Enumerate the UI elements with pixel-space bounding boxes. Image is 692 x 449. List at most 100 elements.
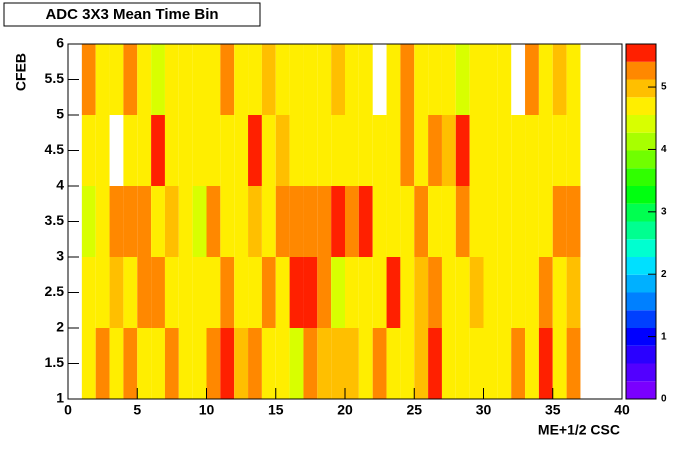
colorbar-step xyxy=(626,221,656,240)
colorbar-step xyxy=(626,150,656,169)
cell xyxy=(303,115,318,186)
cell xyxy=(566,44,581,115)
cell xyxy=(109,186,124,257)
cell xyxy=(164,257,179,328)
y-tick-label: 2 xyxy=(56,319,64,335)
cell xyxy=(95,186,110,257)
cell xyxy=(275,328,290,399)
cell xyxy=(414,186,429,257)
cell xyxy=(151,186,165,257)
cell xyxy=(261,328,276,399)
cell xyxy=(414,44,429,115)
cell xyxy=(483,186,498,257)
y-tick-label: 3.5 xyxy=(45,212,65,228)
cell xyxy=(81,186,96,257)
cell xyxy=(358,115,373,186)
y-tick-label: 1.5 xyxy=(45,354,65,370)
colorbar-step xyxy=(626,61,656,80)
cell xyxy=(289,257,304,328)
cell xyxy=(317,328,332,399)
x-tick-label: 30 xyxy=(476,402,492,418)
cell xyxy=(275,44,290,115)
cell xyxy=(164,186,179,257)
cell xyxy=(95,44,110,115)
cell xyxy=(95,328,110,399)
cell xyxy=(151,328,165,399)
cell xyxy=(178,257,193,328)
colorbar-step xyxy=(626,168,656,186)
cell xyxy=(525,328,539,399)
cell xyxy=(178,186,193,257)
cell xyxy=(109,257,124,328)
cell xyxy=(206,44,221,115)
colorbar-step xyxy=(626,345,656,364)
cell xyxy=(455,328,470,399)
colorbar-step xyxy=(626,186,656,204)
cell xyxy=(331,328,345,399)
cell xyxy=(497,257,512,328)
cell xyxy=(455,115,470,186)
cell xyxy=(137,44,152,115)
z-tick-label: 3 xyxy=(661,206,667,217)
cell xyxy=(137,328,152,399)
cell xyxy=(538,186,553,257)
cell xyxy=(469,257,484,328)
cell xyxy=(525,44,539,115)
cell xyxy=(386,44,401,115)
y-axis-label: CFEB xyxy=(13,53,29,91)
cell xyxy=(206,328,221,399)
cell xyxy=(234,44,249,115)
colorbar-step xyxy=(626,381,656,399)
cell xyxy=(234,257,249,328)
cell xyxy=(137,115,152,186)
cell xyxy=(192,44,207,115)
y-tick-label: 5.5 xyxy=(45,70,65,86)
y-tick-label: 4 xyxy=(56,177,64,193)
cell xyxy=(192,186,207,257)
cell xyxy=(414,257,429,328)
colorbar-step xyxy=(626,292,656,311)
cell xyxy=(164,328,179,399)
cell xyxy=(525,186,539,257)
x-axis-label: ME+1/2 CSC xyxy=(538,422,620,438)
cell xyxy=(566,115,581,186)
cell xyxy=(428,115,442,186)
cell xyxy=(538,44,553,115)
cell xyxy=(95,257,110,328)
cell xyxy=(248,257,262,328)
y-tick-label: 3 xyxy=(56,248,64,264)
cell xyxy=(303,44,318,115)
colorbar-frame xyxy=(625,43,657,400)
cell xyxy=(151,115,165,186)
cell xyxy=(414,115,429,186)
cell xyxy=(331,186,345,257)
x-tick-label: 35 xyxy=(545,402,561,418)
cell xyxy=(483,44,498,115)
cell xyxy=(289,186,304,257)
cell xyxy=(248,115,262,186)
y-tick-label: 2.5 xyxy=(45,283,65,299)
x-tick-label: 5 xyxy=(133,402,141,418)
cell xyxy=(428,186,442,257)
cell xyxy=(552,257,567,328)
cell xyxy=(261,257,276,328)
cell xyxy=(81,257,96,328)
cell xyxy=(178,328,193,399)
y-tick-label: 5 xyxy=(56,106,64,122)
cell xyxy=(552,115,567,186)
cell xyxy=(511,257,526,328)
cell xyxy=(372,328,387,399)
x-tick-label: 0 xyxy=(64,402,72,418)
cell xyxy=(220,328,235,399)
cell xyxy=(358,186,373,257)
cell xyxy=(220,257,235,328)
cell xyxy=(483,115,498,186)
y-tick-label: 1 xyxy=(56,390,64,406)
cell xyxy=(248,328,262,399)
cell xyxy=(469,44,484,115)
x-tick-label: 15 xyxy=(268,402,284,418)
cell xyxy=(192,115,207,186)
cell xyxy=(511,328,526,399)
cell xyxy=(303,186,318,257)
